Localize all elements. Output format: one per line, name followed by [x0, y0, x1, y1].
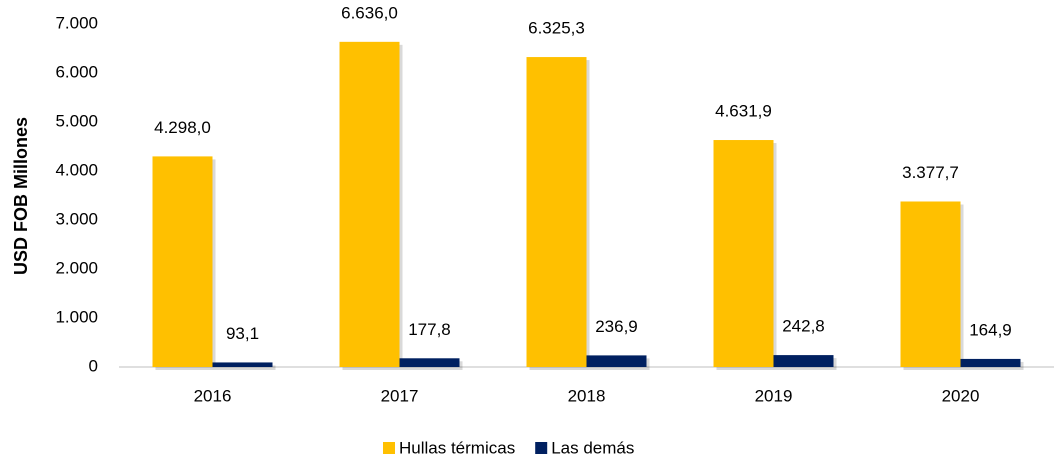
bar-shadow: [215, 365, 276, 370]
bar: [212, 362, 273, 367]
bar: [586, 355, 647, 367]
bar: [960, 358, 1021, 367]
x-tick-label: 2020: [942, 386, 980, 405]
y-tick-label: 6.000: [55, 62, 98, 81]
data-label: 4.298,0: [154, 118, 211, 137]
data-label: 177,8: [408, 320, 451, 339]
legend-label: Las demás: [551, 438, 634, 457]
bar: [713, 140, 774, 367]
legend-swatch: [535, 442, 548, 454]
data-label: 242,8: [782, 317, 825, 336]
y-tick-label: 0: [89, 356, 98, 375]
bar: [900, 201, 961, 367]
bar: [339, 41, 400, 367]
x-tick-label: 2017: [381, 386, 419, 405]
y-tick-label: 2.000: [55, 258, 98, 277]
bar: [399, 358, 460, 367]
data-label: 3.377,7: [902, 163, 959, 182]
y-tick-label: 1.000: [55, 307, 98, 326]
y-tick-label: 5.000: [55, 111, 98, 130]
data-label: 164,9: [969, 320, 1012, 339]
legend-swatch: [383, 442, 395, 454]
data-label: 93,1: [226, 324, 259, 343]
bar: [152, 156, 213, 367]
bar: [773, 355, 834, 367]
y-axis-title: USD FOB Millones: [11, 117, 31, 275]
y-tick-label: 7.000: [55, 13, 98, 32]
x-tick-label: 2018: [568, 386, 606, 405]
y-tick-label: 3.000: [55, 209, 98, 228]
x-tick-label: 2019: [755, 386, 793, 405]
data-label: 6.636,0: [341, 3, 398, 22]
bar: [526, 57, 587, 367]
legend-label: Hullas térmicas: [399, 438, 515, 457]
y-tick-label: 4.000: [55, 160, 98, 179]
data-label: 4.631,9: [715, 102, 772, 121]
data-label: 6.325,3: [528, 19, 585, 38]
x-tick-label: 2016: [194, 386, 232, 405]
data-label: 236,9: [595, 317, 638, 336]
